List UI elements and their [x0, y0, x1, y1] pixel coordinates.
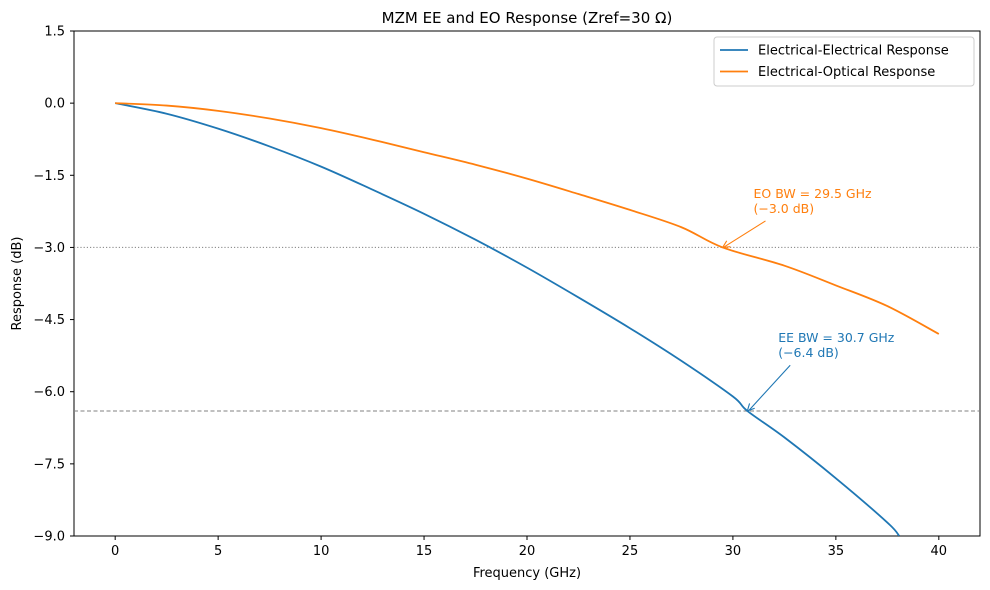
legend: Electrical-Electrical Response Electrical…	[713, 36, 975, 87]
legend-label: Electrical-Electrical Response	[758, 44, 949, 59]
y-tick-label: −7.5	[33, 457, 65, 472]
annotation-ee-bw: EE BW = 30.7 GHz(−6.4 dB)	[746, 330, 895, 412]
y-tick-label: −6.0	[33, 385, 65, 400]
x-axis: 0 5 10 15 20 25 30 35 40	[111, 536, 947, 559]
x-tick-label: 30	[725, 544, 742, 559]
y-tick-label: −4.5	[33, 313, 65, 328]
y-tick-label: −9.0	[33, 530, 65, 545]
y-tick-label: 1.5	[44, 25, 65, 40]
annotation-arrowhead	[746, 403, 755, 412]
series-line-eo	[115, 102, 940, 335]
legend-label: Electrical-Optical Response	[758, 65, 935, 80]
reference-lines	[74, 246, 980, 412]
y-tick-label: −1.5	[33, 169, 65, 184]
y-tick-label: −3.0	[33, 241, 65, 256]
x-tick-label: 35	[828, 544, 845, 559]
series-layer	[114, 102, 940, 536]
x-tick-label: 20	[519, 544, 536, 559]
series-line-ee	[114, 102, 900, 536]
x-tick-label: 15	[416, 544, 433, 559]
x-tick-label: 0	[111, 544, 119, 559]
x-axis-label: Frequency (GHz)	[473, 566, 581, 581]
y-tick-label: 0.0	[44, 97, 65, 112]
plot-area	[73, 30, 981, 537]
annotation-arrow	[723, 220, 766, 248]
annotation-subtext: (−6.4 dB)	[778, 345, 839, 360]
y-axis: 1.5 0.0 −1.5 −3.0 −4.5 −6.0 −7.5 −9.0	[33, 25, 74, 545]
x-tick-label: 25	[622, 544, 639, 559]
annotation-subtext: (−3.0 dB)	[754, 201, 815, 216]
chart-title: MZM EE and EO Response (Zref=30 Ω)	[382, 9, 673, 27]
annotation-arrow	[748, 364, 791, 411]
annotation-text: EO BW = 29.5 GHz	[754, 186, 873, 201]
annotation-arrowhead	[721, 240, 731, 249]
x-tick-label: 5	[214, 544, 222, 559]
y-axis-label: Response (dB)	[10, 237, 25, 331]
legend-box	[713, 36, 975, 87]
x-tick-label: 10	[313, 544, 330, 559]
annotation-eo-bw: EO BW = 29.5 GHz(−3.0 dB)	[721, 186, 873, 249]
annotation-text: EE BW = 30.7 GHz	[778, 330, 895, 345]
x-tick-label: 40	[931, 544, 948, 559]
annotations: EO BW = 29.5 GHz(−3.0 dB) EE BW = 30.7 GH…	[721, 186, 895, 412]
